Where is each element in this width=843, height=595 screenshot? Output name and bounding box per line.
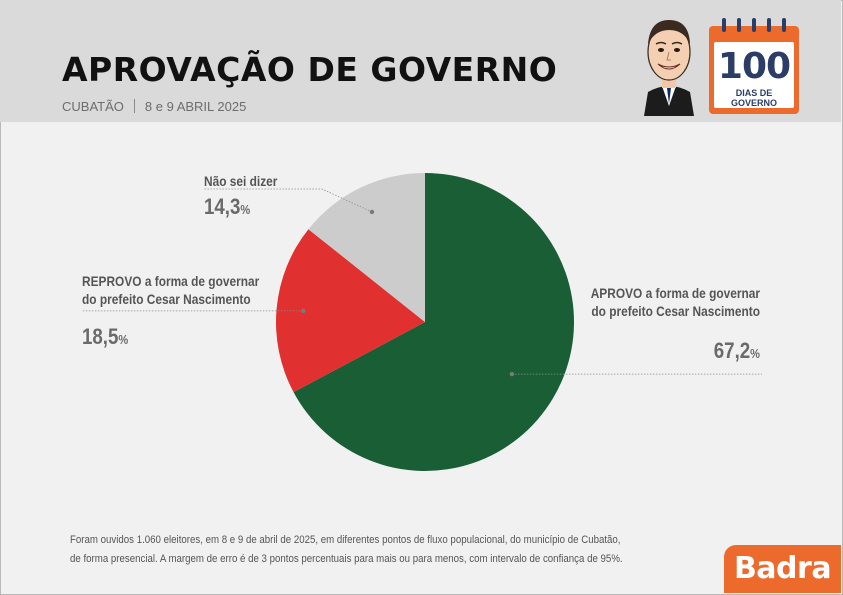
- leader-dot: [509, 371, 515, 377]
- methodology-line: de forma presencial. A margem de erro é …: [70, 553, 623, 565]
- slice-value: 14,3%: [204, 194, 277, 220]
- calendar-badge: 100 DIAS DE GOVERNO: [709, 18, 799, 114]
- slice-label-line1: APROVO a forma de governar: [590, 285, 760, 301]
- slice-value-number: 18,5: [82, 324, 119, 349]
- pie-slice-reprovo: [276, 229, 425, 393]
- calendar-ring-icon: [782, 18, 786, 32]
- slice-label-line2: do prefeito Cesar Nascimento: [591, 303, 760, 319]
- page-subtitle: CUBATÃO 8 e 9 ABRIL 2025: [62, 99, 246, 114]
- calendar-ring-icon: [737, 18, 741, 32]
- header-band: APROVAÇÃO DE GOVERNO CUBATÃO 8 e 9 ABRIL …: [0, 0, 841, 122]
- slice-label-aprovo: APROVO a forma de governar do prefeito C…: [540, 284, 760, 364]
- calendar-ring-icon: [767, 18, 771, 32]
- slice-value-unit: %: [240, 202, 251, 217]
- slice-label-line1: Não sei dizer: [204, 173, 278, 189]
- location-label: CUBATÃO: [62, 99, 124, 114]
- slice-label-line1: REPROVO a forma de governar: [82, 273, 260, 289]
- days-count: 100: [717, 46, 791, 87]
- slice-value-number: 14,3: [204, 194, 241, 219]
- calendar-page: 100 DIAS DE GOVERNO: [714, 42, 794, 108]
- slice-value-number: 67,2: [713, 338, 751, 363]
- slice-label-line2: do prefeito Cesar Nascimento: [82, 291, 251, 307]
- leader-dot: [369, 209, 375, 215]
- slice-label-nao-sei: Não sei dizer 14,3%: [204, 172, 290, 220]
- methodology-note: Foram ouvidos 1.060 eleitores, em 8 e 9 …: [70, 531, 623, 569]
- brand-name: Badra: [733, 551, 832, 586]
- brand-logo: Badra: [724, 545, 841, 593]
- date-label: 8 e 9 ABRIL 2025: [144, 99, 247, 114]
- page-title: APROVAÇÃO DE GOVERNO: [62, 50, 558, 89]
- slice-label-reprovo: REPROVO a forma de governar do prefeito …: [82, 272, 291, 350]
- calendar-ring-icon: [752, 18, 756, 32]
- pie-slice-aprovo: [293, 173, 574, 471]
- leader-dot: [301, 308, 306, 314]
- mayor-caricature: [644, 20, 694, 116]
- pie-slice-nao-sei: [308, 173, 425, 322]
- slice-value-unit: %: [750, 346, 760, 361]
- slice-value-unit: %: [118, 332, 129, 347]
- days-label: DIAS DE GOVERNO: [730, 88, 777, 108]
- methodology-line: Foram ouvidos 1.060 eleitores, em 8 e 9 …: [70, 534, 621, 546]
- subtitle-divider: [133, 99, 135, 113]
- slice-value: 18,5%: [82, 324, 259, 350]
- leader-line: [204, 188, 373, 213]
- calendar-body: 100 DIAS DE GOVERNO: [709, 26, 799, 114]
- slice-value: 67,2%: [573, 338, 760, 364]
- calendar-ring-icon: [722, 18, 726, 32]
